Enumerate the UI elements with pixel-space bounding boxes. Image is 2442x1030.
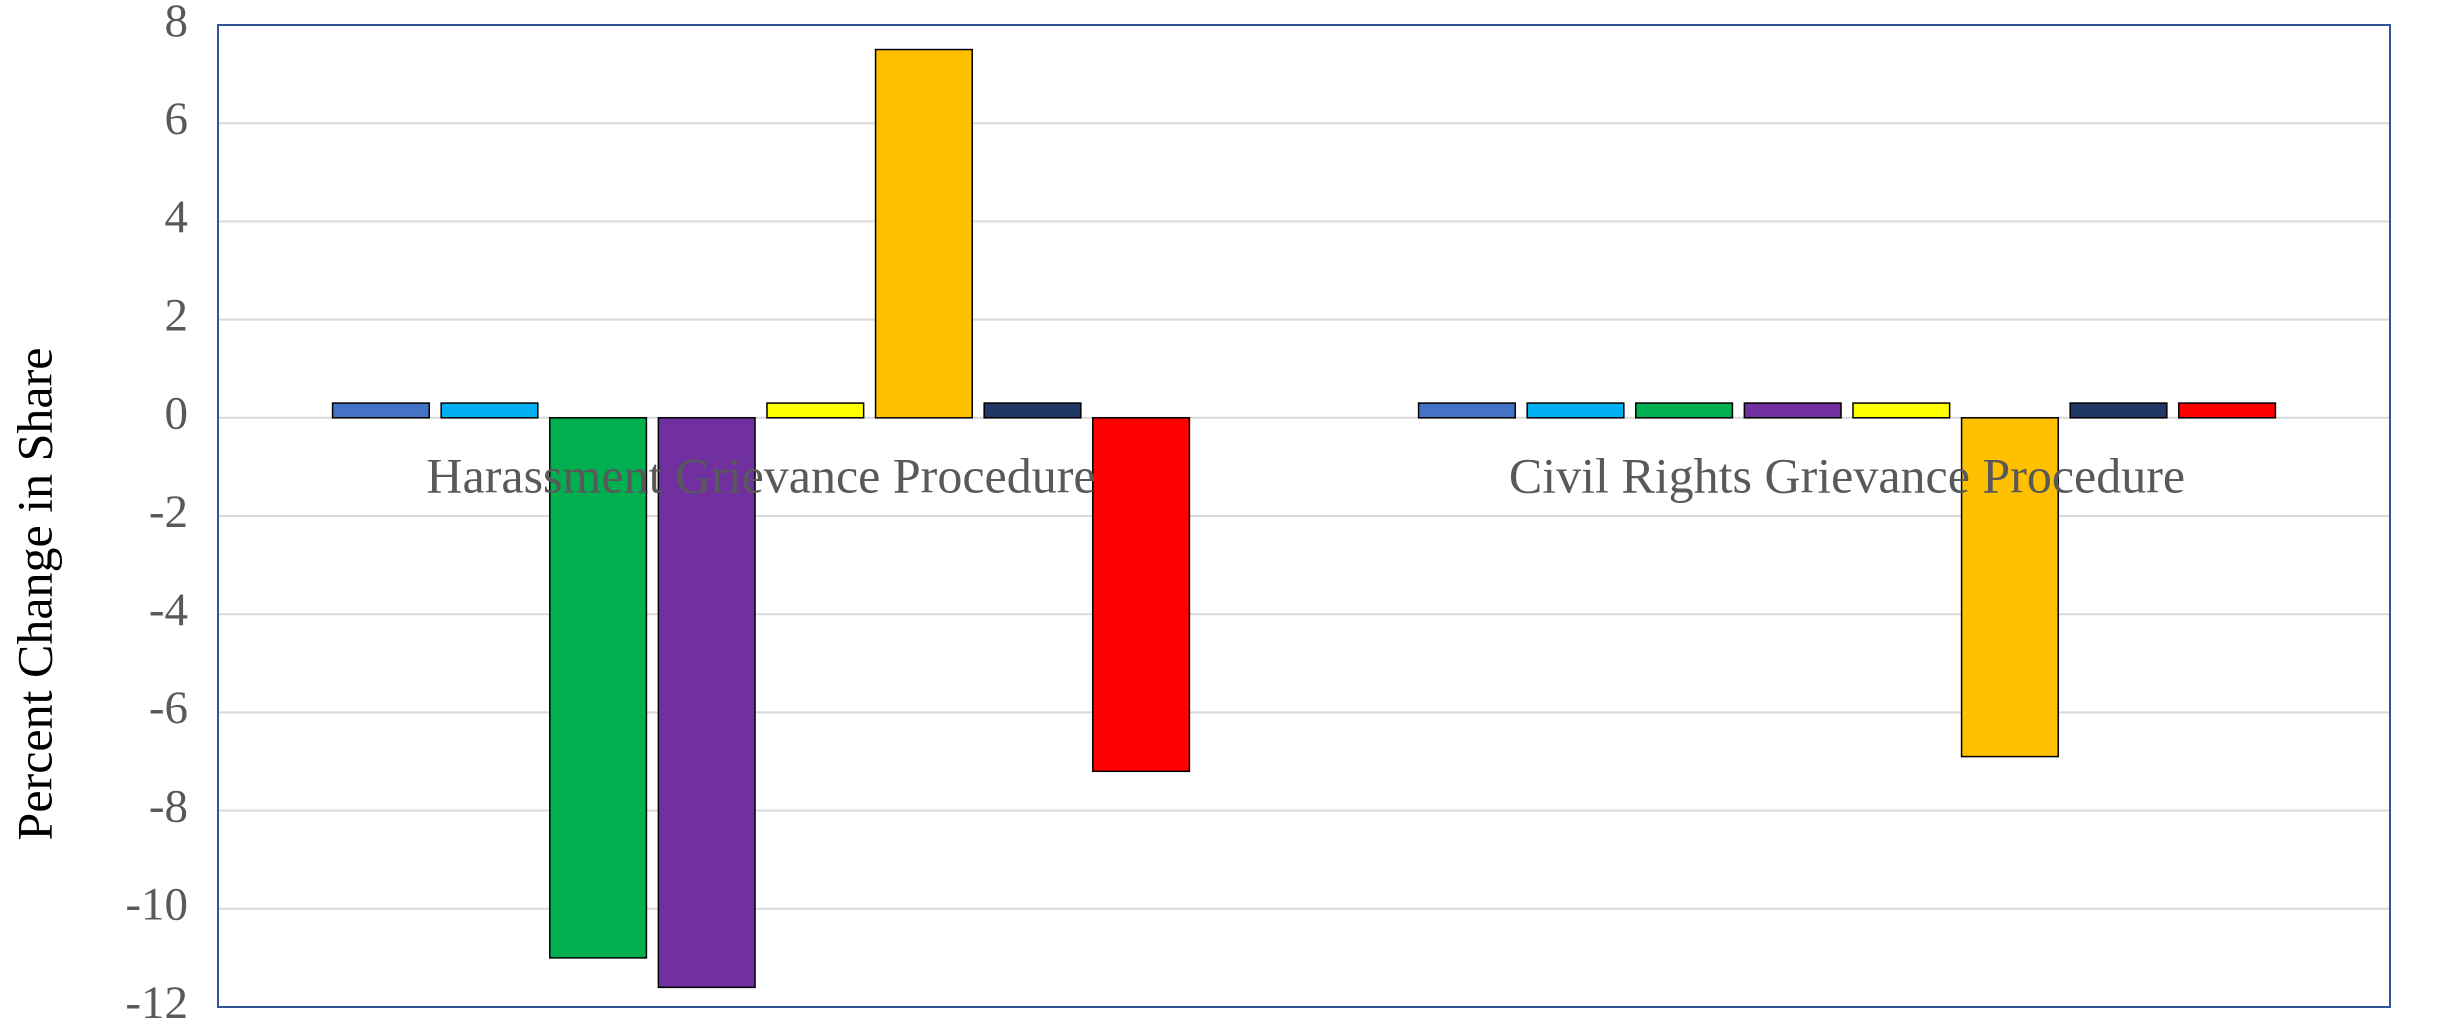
y-tick-label: 6 — [165, 93, 189, 145]
bar — [874, 48, 973, 419]
bar — [2069, 402, 2168, 419]
y-tick-label: -8 — [149, 780, 188, 832]
bar — [1092, 417, 1191, 773]
plot-border — [217, 24, 2391, 1008]
bar — [549, 417, 648, 959]
bar — [657, 417, 756, 989]
y-tick-label: 0 — [165, 388, 189, 440]
y-tick-label: -4 — [149, 584, 188, 636]
bar — [983, 402, 1082, 419]
y-tick-label: 4 — [165, 191, 189, 243]
bar — [1743, 402, 1842, 419]
y-tick-label: -12 — [125, 977, 188, 1029]
bar — [1417, 402, 1516, 419]
bar — [1960, 417, 2059, 758]
y-tick-label: 8 — [165, 0, 189, 47]
bar — [1635, 402, 1734, 419]
y-tick-label: 2 — [165, 289, 189, 341]
y-axis-label: Percent Change in Share — [6, 348, 62, 841]
bar — [1526, 402, 1625, 419]
y-tick-label: -6 — [149, 682, 188, 734]
y-tick-label: -10 — [125, 879, 188, 931]
x-tick-label: Civil Rights Grievance Procedure — [1509, 447, 2185, 503]
bar — [1852, 402, 1951, 419]
bar — [2178, 402, 2277, 419]
bar — [331, 402, 430, 419]
bar — [766, 402, 865, 419]
x-tick-label: Harassment Grievance Procedure — [426, 447, 1095, 503]
bar — [440, 402, 539, 419]
y-tick-label: -2 — [149, 486, 188, 538]
